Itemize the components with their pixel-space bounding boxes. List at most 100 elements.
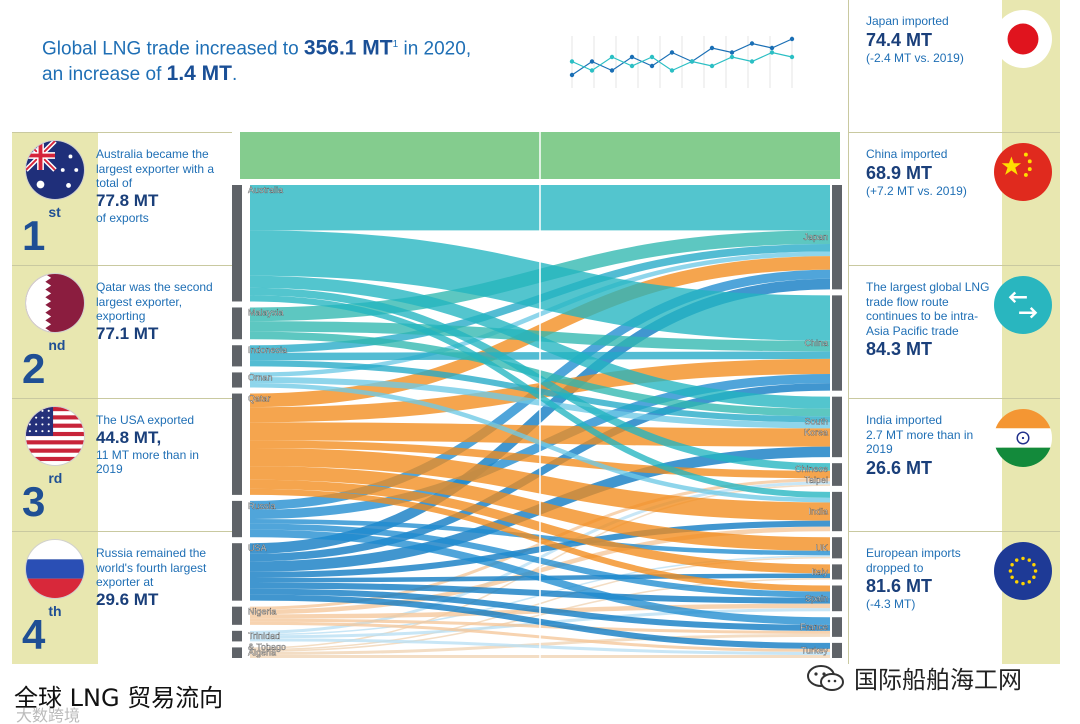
source-label: Malaysia [248, 307, 284, 317]
source-node-oman [232, 372, 242, 388]
importer-description: The largest global LNG trade flow route … [866, 280, 990, 338]
caption-title: 全球 LNG 贸易流向 [14, 684, 224, 712]
importer-description: India imported [866, 413, 943, 427]
watermark: 国际船舶海工网 [806, 660, 1022, 695]
russia-flag [26, 540, 84, 598]
target-label: India [808, 507, 828, 517]
sparkline-point [709, 45, 715, 51]
sparkline-point [789, 36, 795, 42]
exporter-value: 29.6 MT [96, 589, 159, 609]
target-label: UK [815, 543, 828, 553]
importer-info-row: India imported 2.7 MT more than in 2019 … [849, 398, 1060, 530]
sparkline-point [669, 68, 675, 73]
source-label: Nigeria [248, 607, 277, 617]
importer-text: China imported 68.9 MT (+7.2 MT vs. 2019… [866, 147, 1001, 198]
importer-change: (+7.2 MT vs. 2019) [866, 183, 967, 198]
target-label: Spain [805, 593, 828, 603]
exporter-text: Australia became the largest exporter wi… [96, 147, 226, 225]
qatar-flag [26, 274, 84, 332]
target-node-india [832, 491, 842, 532]
importer-info-row: China imported 68.9 MT (+7.2 MT vs. 2019… [849, 132, 1060, 264]
exporter-value: 77.1 MT [96, 323, 159, 343]
source-node-nigeria [232, 606, 242, 625]
sparkline-point [589, 59, 595, 64]
source-node-russia [232, 500, 242, 538]
headline-increase-value: 1.4 MT [166, 62, 232, 86]
importer-value: 26.6 MT [866, 457, 933, 478]
importer-description: European imports dropped to [866, 546, 961, 575]
importer-description: China imported [866, 147, 948, 161]
sparkline-point [649, 63, 655, 69]
sparkline-point [629, 54, 635, 60]
headline-total-value: 356.1 MT [303, 36, 393, 60]
source-label: & Tobago [248, 642, 286, 652]
target-node-france [832, 617, 842, 637]
importer-value: 68.9 MT [866, 162, 933, 183]
exporter-value: 44.8 MT, [96, 427, 162, 447]
exporter-value: 77.8 MT [96, 190, 159, 210]
exporter-text: The USA exported 44.8 MT, 11 MT more tha… [96, 413, 226, 477]
sankey-svg: Australia Malaysia Indonesia Oman Qatar Russi… [232, 132, 848, 664]
eu-flag [994, 542, 1052, 600]
target-label: Italy [811, 567, 828, 577]
sparkline-point [569, 72, 575, 78]
india-flag [994, 409, 1052, 467]
importer-change: (-2.4 MT vs. 2019) [866, 50, 964, 65]
sparkline-point [749, 41, 755, 46]
usa-flag [26, 407, 84, 465]
japan-flag [994, 10, 1052, 68]
sparkline-point [729, 50, 735, 55]
sparkline-point [589, 68, 595, 73]
target-node-turkey [832, 642, 842, 658]
sparkline-point [769, 45, 775, 51]
sparkline-point [749, 59, 755, 64]
sparkline-point [609, 68, 615, 73]
importer-text: Japan imported 74.4 MT (-2.4 MT vs. 2019… [866, 14, 1001, 65]
australia-flag [26, 141, 84, 199]
source-node-australia [232, 185, 242, 302]
importer-note: 2.7 MT more than in 2019 [866, 427, 974, 457]
importer-info-row: The largest global LNG trade flow route … [849, 265, 1060, 397]
exporter-description: The USA exported [96, 413, 195, 427]
source-node-qatar [232, 393, 242, 495]
sparkline-graphic [569, 36, 795, 88]
source-label: USA [248, 543, 267, 553]
target-label: Korea [804, 427, 828, 437]
sparkline-point [629, 63, 635, 69]
sparkline-series-2 [571, 51, 793, 72]
source-label: Indonesia [248, 345, 287, 355]
sparkline-point [609, 54, 615, 60]
caption-overlay: 大数跨境 [16, 706, 81, 724]
sparkline-point [669, 50, 675, 55]
importer-value: 81.6 MT [866, 576, 933, 596]
sparkline-point [569, 59, 575, 64]
source-label: Australia [248, 185, 283, 195]
source-label: Algeria [248, 647, 276, 657]
sparkline-point [729, 54, 735, 60]
source-label: Qatar [248, 394, 271, 404]
importer-text: European imports dropped to 81.6 MT (-4.… [866, 546, 1001, 612]
target-label: China [804, 338, 828, 348]
importer-value: 84.3 MT [866, 339, 933, 359]
sparkline-point [689, 59, 695, 64]
source-node-algeria [232, 647, 242, 658]
source-node-indonesia [232, 345, 242, 367]
exporter-description: Russia remained the world's fourth large… [96, 546, 207, 589]
headline-text-2: in 2020, [398, 38, 472, 60]
headline-text-1: Global LNG trade increased to [42, 38, 304, 60]
importer-text: The largest global LNG trade flow route … [866, 280, 1001, 360]
headline-text-4: . [232, 64, 238, 86]
source-label: Trinidad [248, 631, 280, 641]
sparkline-series-1 [571, 38, 793, 76]
exporter-note: 11 MT more than in 2019 [96, 447, 199, 477]
target-node-chinese-taipei [832, 463, 842, 486]
exporter-text: Qatar was the second largest exporter, e… [96, 280, 226, 344]
target-node-japan [832, 185, 842, 290]
